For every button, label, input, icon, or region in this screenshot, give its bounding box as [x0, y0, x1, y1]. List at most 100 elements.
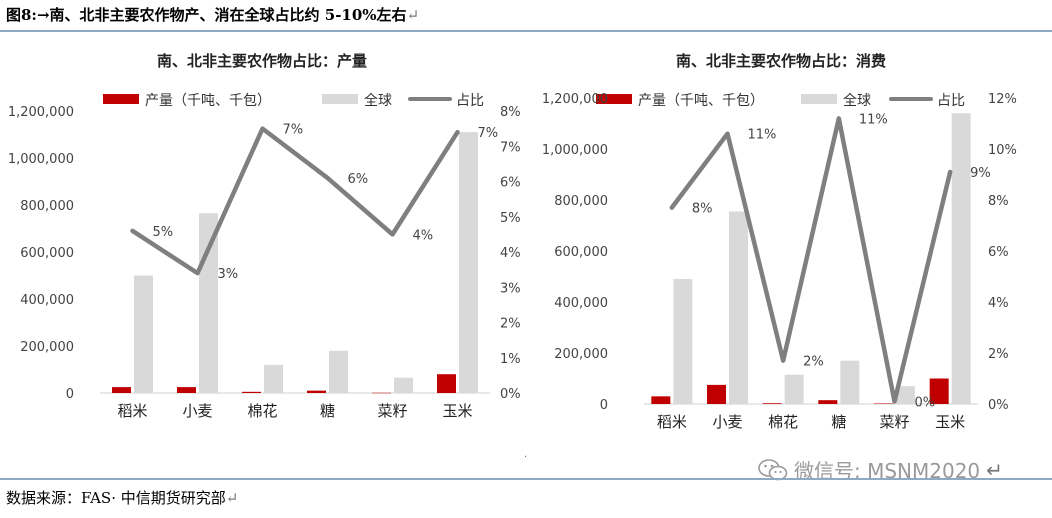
right-tick-label: 1% [500, 352, 520, 367]
right-tick-label: 8% [500, 105, 520, 120]
right-tick-label: 6% [500, 176, 520, 191]
left-tick-label: 1,000,000 [8, 152, 74, 167]
legend-label-1: 全球 [364, 92, 392, 109]
bottom-rule [0, 478, 1052, 480]
chart-title: 南、北非主要农作物占比：产量 [157, 52, 367, 70]
right-tick-label: 12% [988, 92, 1017, 107]
left-tick-label: 0 [66, 387, 74, 402]
right-tick-label: 0% [500, 387, 520, 402]
right-tick-label: 2% [988, 347, 1009, 362]
share-data-label: 6% [348, 172, 369, 187]
legend-label-0: 产量（千吨、千包） [638, 93, 764, 109]
share-line [669, 116, 953, 404]
category-label: 稻米 [117, 402, 147, 420]
bar-production-1 [177, 387, 196, 393]
watermark-return-mark: ↵ [986, 457, 1003, 482]
legend-label-2: 占比 [937, 93, 965, 109]
left-tick-label: 200,000 [20, 340, 74, 355]
bar-production-0 [112, 387, 131, 393]
legend-swatch-1 [322, 94, 358, 104]
bar-production-0 [651, 396, 671, 404]
bar-global-3 [840, 360, 860, 404]
share-data-label: 7% [478, 126, 499, 141]
right-tick-label: 2% [500, 317, 520, 332]
category-label: 玉米 [442, 402, 472, 420]
bar-production-3 [818, 400, 838, 404]
bar-global-0 [134, 275, 153, 393]
bar-global-4 [896, 386, 915, 404]
legend-label-2: 占比 [456, 93, 484, 109]
share-data-label: 2% [803, 355, 824, 370]
category-label: 菜籽 [879, 413, 909, 431]
bar-global-0 [673, 279, 693, 404]
bar-global-1 [199, 213, 218, 393]
category-label: 糖 [320, 402, 335, 420]
left-tick-label: 400,000 [554, 296, 608, 311]
left-tick-label: 400,000 [20, 293, 74, 308]
bar-production-5 [437, 374, 456, 393]
left-tick-label: 600,000 [554, 245, 608, 260]
left-tick-label: 800,000 [20, 199, 74, 214]
bar-global-5 [459, 132, 478, 393]
left-tick-label: 800,000 [554, 194, 608, 209]
left-tick-label: 1,000,000 [542, 143, 608, 158]
share-data-label: 9% [970, 166, 991, 181]
right-tick-label: 4% [500, 246, 520, 261]
share-data-label: 11% [859, 112, 888, 127]
bar-production-3 [307, 390, 326, 393]
bar-production-4 [874, 403, 893, 404]
bar-production-2 [242, 391, 261, 393]
source-note: 数据来源：FAS· 中信期货研究部↵ [6, 487, 238, 508]
right-tick-label: 6% [988, 245, 1009, 260]
legend-swatch-0 [596, 94, 632, 104]
production-chart: 南、北非主要农作物占比：产量 产量（千吨、千包） 全球 占比 0 200,000 400,0… [0, 36, 521, 456]
category-label: 棉花 [768, 413, 798, 431]
share-data-label: 11% [748, 128, 777, 143]
right-tick-label: 7% [500, 140, 520, 155]
right-tick-label: 3% [500, 281, 520, 296]
share-line [130, 126, 460, 276]
bar-global-3 [329, 350, 348, 393]
stray-dot: · [524, 452, 528, 463]
left-tick-label: 200,000 [554, 347, 608, 362]
bar-global-4 [394, 377, 413, 393]
category-label: 菜籽 [377, 402, 407, 420]
category-label: 玉米 [935, 413, 965, 431]
top-rule [0, 30, 1052, 32]
left-tick-label: 600,000 [20, 246, 74, 261]
left-tick-label: 1,200,000 [542, 92, 608, 107]
category-label: 小麦 [712, 413, 742, 431]
bar-production-1 [707, 384, 726, 404]
figure-caption: 图8:→南、北非主要农作物产、消在全球占比约 5-10%左右↵ [6, 4, 419, 25]
caption-return-mark: ↵ [406, 6, 420, 24]
bar-global-2 [264, 364, 283, 393]
consumption-chart: 南、北非主要农作物占比：消费产量（千吨、千包） 全球 占比 0 200,000 400,0… [526, 36, 1052, 456]
legend-swatch-1 [801, 94, 837, 104]
category-label: 糖 [831, 413, 846, 431]
share-data-label: 8% [692, 202, 713, 217]
left-tick-label: 0 [600, 398, 608, 413]
figure-caption-text: 图8:→南、北非主要农作物产、消在全球占比约 5-10%左右 [6, 6, 407, 24]
legend-label-1: 全球 [843, 92, 871, 109]
legend-swatch-0 [103, 94, 139, 104]
right-tick-label: 0% [988, 398, 1009, 413]
share-data-label: 0% [915, 395, 936, 410]
chart-title: 南、北非主要农作物占比：消费 [676, 52, 886, 70]
right-tick-label: 5% [500, 211, 520, 226]
share-data-label: 3% [218, 267, 239, 282]
bar-production-4 [372, 392, 391, 394]
bar-production-5 [929, 378, 949, 404]
right-tick-label: 8% [988, 194, 1009, 209]
category-label: 小麦 [182, 402, 212, 420]
right-tick-label: 4% [988, 296, 1009, 311]
bar-production-2 [762, 403, 782, 404]
bar-global-2 [784, 374, 804, 404]
category-label: 棉花 [247, 402, 277, 420]
left-tick-label: 1,200,000 [8, 105, 74, 120]
bar-global-5 [951, 113, 971, 405]
category-label: 稻米 [657, 413, 687, 431]
share-data-label: 4% [413, 228, 434, 243]
source-text: 数据来源：FAS· 中信期货研究部 [6, 489, 226, 507]
